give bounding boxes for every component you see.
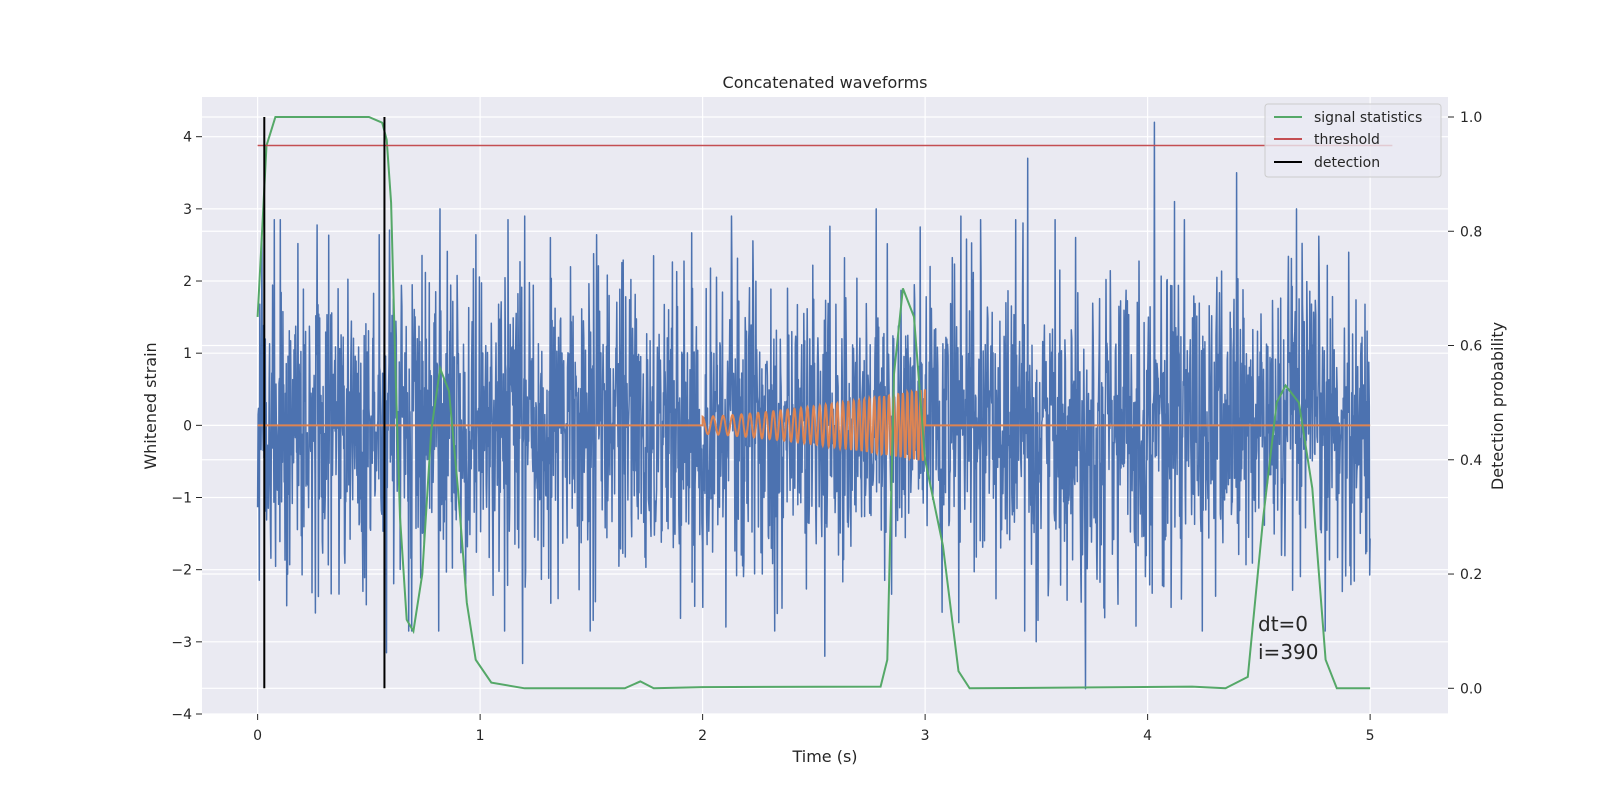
y-tick-label: −4 <box>171 707 192 723</box>
x-tick-label: 5 <box>1366 728 1375 744</box>
y2-tick-label: 1.0 <box>1460 110 1482 126</box>
y2-tick-label: 0.4 <box>1460 453 1482 469</box>
annotation-i: i=390 <box>1258 640 1319 664</box>
y-tick-label: −1 <box>171 491 192 507</box>
y-tick-label: 2 <box>183 274 192 290</box>
y2-tick-label: 0.6 <box>1460 339 1482 355</box>
x-axis-label: Time (s) <box>791 747 857 766</box>
y2-tick-label: 0.0 <box>1460 681 1482 697</box>
axes: 0 1 2 3 4 5 −4 −3 −2 −1 0 1 2 3 4 0.0 0.2 0.4 0.6 0.8 1.0 <box>171 110 1482 744</box>
legend-label-threshold: threshold <box>1314 132 1380 148</box>
legend-box <box>1264 103 1442 178</box>
y-tick-label: −2 <box>171 563 192 579</box>
y-tick-label: 0 <box>183 418 192 434</box>
y2-tick-label: 0.8 <box>1460 224 1482 240</box>
y-tick-label: 4 <box>183 130 192 146</box>
y-tick-label: 3 <box>183 202 192 218</box>
legend-label-detection: detection <box>1314 155 1380 171</box>
strain-series <box>256 121 1371 690</box>
x-tick-label: 3 <box>921 728 930 744</box>
x-tick-label: 1 <box>476 728 485 744</box>
x-tick-label: 0 <box>253 728 262 744</box>
x-tick-label: 2 <box>698 728 707 744</box>
x-tick-label: 4 <box>1143 728 1152 744</box>
y-axis-label: Whitened strain <box>141 342 160 469</box>
signal-statistics-series <box>256 116 1371 690</box>
y2-axis-label: Detection probability <box>1488 322 1507 490</box>
legend: signal statistics threshold detection <box>1264 103 1442 178</box>
legend-label-signal-statistics: signal statistics <box>1314 110 1422 126</box>
y-tick-label: −3 <box>171 635 192 651</box>
y2-tick-label: 0.2 <box>1460 567 1482 583</box>
data-layer <box>256 116 1393 690</box>
y-tick-label: 1 <box>183 346 192 362</box>
chart-title: Concatenated waveforms <box>723 73 928 92</box>
template-series <box>257 388 1371 462</box>
annotation-dt: dt=0 <box>1258 612 1308 636</box>
